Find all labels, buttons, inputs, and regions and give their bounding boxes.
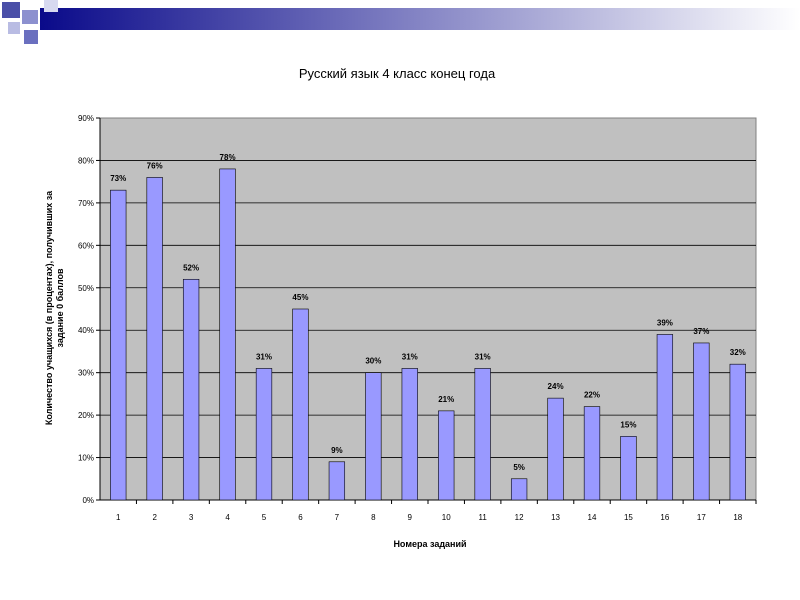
bar [510, 478, 528, 501]
corner-decoration [2, 0, 58, 44]
x-tick-label: 1 [116, 513, 121, 522]
plot-area: 0% 10% 20% 30% 40% 50% 60% 70% 80% 90% 73% 1 76% 2 52%… [78, 114, 757, 522]
bar [474, 368, 491, 501]
x-tick-label: 3 [189, 513, 194, 522]
y-tick-label: 70% [78, 199, 94, 208]
x-tick-label: 14 [588, 513, 597, 522]
x-tick-label: 11 [479, 513, 488, 522]
data-label: 22% [584, 391, 600, 400]
data-label: 76% [147, 161, 163, 170]
x-tick-label: 13 [551, 513, 560, 522]
x-tick-label: 12 [515, 513, 524, 522]
bar [328, 461, 346, 501]
data-label: 9% [331, 446, 343, 455]
x-tick-label: 18 [733, 513, 742, 522]
decor-square-4 [24, 30, 38, 44]
data-label: 15% [620, 420, 636, 429]
x-tick-label: 9 [408, 513, 413, 522]
bar [255, 368, 273, 501]
plot-background [99, 117, 757, 501]
bar [146, 177, 163, 501]
data-label: 39% [657, 318, 673, 327]
bar [401, 368, 418, 501]
x-axis-title: Номера заданий [393, 539, 466, 549]
data-label: 31% [256, 352, 272, 361]
x-tick-label: 6 [298, 513, 303, 522]
data-label: 73% [110, 174, 126, 183]
bar [693, 342, 710, 501]
x-tick-label: 10 [442, 513, 451, 522]
x-tick-label: 5 [262, 513, 267, 522]
chart-title: Русский язык 4 класс конец года [299, 66, 496, 81]
x-tick-label: 17 [697, 513, 706, 522]
data-label: 31% [475, 352, 491, 361]
bar [583, 406, 601, 501]
data-label: 30% [365, 357, 381, 366]
bar [292, 308, 309, 501]
y-tick-label: 40% [78, 326, 94, 335]
data-label: 37% [693, 327, 709, 336]
data-label: 52% [183, 263, 199, 272]
data-label: 24% [548, 382, 564, 391]
data-label: 45% [292, 293, 308, 302]
decor-square-3 [8, 22, 20, 34]
x-tick-label: 2 [152, 513, 157, 522]
x-tick-label: 8 [371, 513, 376, 522]
data-label: 21% [438, 395, 454, 404]
top-banner [40, 8, 800, 30]
banner-bar [40, 8, 800, 30]
y-axis-title-line-1: Количество учащихся (в процентах), получ… [44, 190, 54, 425]
bar [729, 363, 746, 501]
bar [547, 397, 564, 501]
x-tick-label: 4 [225, 513, 230, 522]
y-tick-label: 80% [78, 156, 94, 165]
y-axis-title: Количество учащихся (в процентах), получ… [44, 190, 65, 425]
x-tick-label: 15 [624, 513, 633, 522]
data-label: 31% [402, 352, 418, 361]
bar [182, 278, 200, 501]
bar [219, 168, 236, 501]
y-tick-label: 10% [78, 454, 94, 463]
y-tick-label: 50% [78, 284, 94, 293]
bar [620, 436, 637, 501]
y-tick-label: 20% [78, 411, 94, 420]
y-tick-label: 60% [78, 241, 94, 250]
data-label: 32% [730, 348, 746, 357]
y-axis-title-line-2: задание 0 баллов [55, 268, 65, 347]
y-tick-label: 0% [82, 496, 94, 505]
bar [656, 334, 674, 501]
data-label: 5% [513, 463, 525, 472]
y-tick-label: 30% [78, 369, 94, 378]
decor-square-5 [44, 0, 58, 12]
x-tick-label: 16 [660, 513, 669, 522]
decor-square-1 [2, 2, 20, 18]
decor-square-2 [22, 10, 38, 24]
bar [438, 410, 455, 501]
bar [110, 189, 127, 501]
bar [365, 372, 382, 501]
y-tick-label: 90% [78, 114, 94, 123]
x-tick-label: 7 [335, 513, 340, 522]
data-label: 78% [220, 153, 236, 162]
